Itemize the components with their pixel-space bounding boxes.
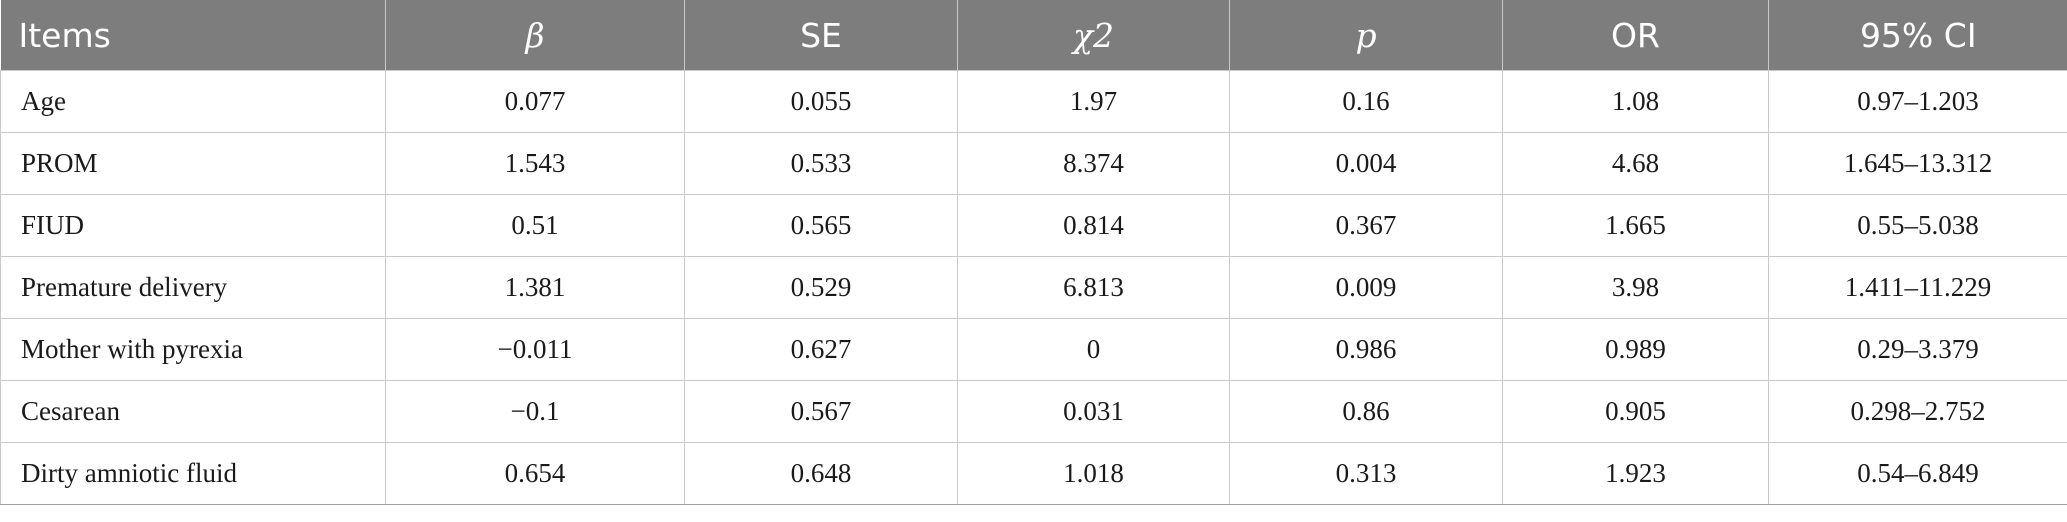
table-row: Age 0.077 0.055 1.97 0.16 1.08 0.97–1.20… bbox=[0, 70, 2067, 133]
cell-se: 0.567 bbox=[684, 380, 958, 443]
cell-p-value: 0.986 bbox=[1229, 318, 1503, 381]
table-row: Mother with pyrexia −0.011 0.627 0 0.986… bbox=[0, 318, 2067, 381]
cell-p-value: 0.009 bbox=[1229, 256, 1503, 319]
cell-chi-square: 0 bbox=[957, 318, 1230, 381]
cell-ci: 0.55–5.038 bbox=[1768, 194, 2067, 257]
header-items: Items bbox=[0, 0, 386, 71]
cell-p-value: 0.004 bbox=[1229, 132, 1503, 195]
cell-or: 0.905 bbox=[1502, 380, 1769, 443]
table-row: PROM 1.543 0.533 8.374 0.004 4.68 1.645–… bbox=[0, 132, 2067, 195]
cell-chi-square: 1.97 bbox=[957, 70, 1230, 133]
header-beta: β bbox=[385, 0, 685, 71]
cell-or: 1.665 bbox=[1502, 194, 1769, 257]
cell-ci: 1.645–13.312 bbox=[1768, 132, 2067, 195]
cell-item: Premature delivery bbox=[0, 256, 386, 319]
cell-chi-square: 1.018 bbox=[957, 442, 1230, 505]
cell-item: Age bbox=[0, 70, 386, 133]
cell-se: 0.627 bbox=[684, 318, 958, 381]
cell-p-value: 0.313 bbox=[1229, 442, 1503, 505]
cell-beta: 1.543 bbox=[385, 132, 685, 195]
cell-beta: 1.381 bbox=[385, 256, 685, 319]
table-row: Cesarean −0.1 0.567 0.031 0.86 0.905 0.2… bbox=[0, 380, 2067, 443]
results-table-container: Items β SE χ2 p OR 95% CI Age 0.077 0.05… bbox=[0, 0, 2067, 505]
cell-p-value: 0.86 bbox=[1229, 380, 1503, 443]
header-se: SE bbox=[684, 0, 958, 71]
header-or: OR bbox=[1502, 0, 1769, 71]
cell-ci: 0.97–1.203 bbox=[1768, 70, 2067, 133]
header-row: Items β SE χ2 p OR 95% CI bbox=[0, 0, 2067, 71]
cell-item: Dirty amniotic fluid bbox=[0, 442, 386, 505]
results-table: Items β SE χ2 p OR 95% CI Age 0.077 0.05… bbox=[0, 0, 2067, 505]
cell-or: 1.923 bbox=[1502, 442, 1769, 505]
cell-or: 3.98 bbox=[1502, 256, 1769, 319]
cell-ci: 0.54–6.849 bbox=[1768, 442, 2067, 505]
table-row: Premature delivery 1.381 0.529 6.813 0.0… bbox=[0, 256, 2067, 319]
cell-se: 0.055 bbox=[684, 70, 958, 133]
cell-beta: 0.077 bbox=[385, 70, 685, 133]
cell-or: 1.08 bbox=[1502, 70, 1769, 133]
header-ci: 95% CI bbox=[1768, 0, 2067, 71]
cell-se: 0.565 bbox=[684, 194, 958, 257]
cell-ci: 0.298–2.752 bbox=[1768, 380, 2067, 443]
cell-ci: 1.411–11.229 bbox=[1768, 256, 2067, 319]
cell-se: 0.529 bbox=[684, 256, 958, 319]
cell-or: 4.68 bbox=[1502, 132, 1769, 195]
cell-beta: −0.011 bbox=[385, 318, 685, 381]
cell-chi-square: 8.374 bbox=[957, 132, 1230, 195]
cell-item: FIUD bbox=[0, 194, 386, 257]
cell-beta: −0.1 bbox=[385, 380, 685, 443]
header-chi-square: χ2 bbox=[957, 0, 1230, 71]
cell-item: Mother with pyrexia bbox=[0, 318, 386, 381]
cell-p-value: 0.16 bbox=[1229, 70, 1503, 133]
cell-p-value: 0.367 bbox=[1229, 194, 1503, 257]
cell-item: Cesarean bbox=[0, 380, 386, 443]
cell-item: PROM bbox=[0, 132, 386, 195]
table-row: FIUD 0.51 0.565 0.814 0.367 1.665 0.55–5… bbox=[0, 194, 2067, 257]
cell-chi-square: 0.814 bbox=[957, 194, 1230, 257]
header-p-value: p bbox=[1229, 0, 1503, 71]
cell-se: 0.533 bbox=[684, 132, 958, 195]
cell-ci: 0.29–3.379 bbox=[1768, 318, 2067, 381]
cell-or: 0.989 bbox=[1502, 318, 1769, 381]
cell-se: 0.648 bbox=[684, 442, 958, 505]
table-row: Dirty amniotic fluid 0.654 0.648 1.018 0… bbox=[0, 442, 2067, 505]
cell-chi-square: 6.813 bbox=[957, 256, 1230, 319]
cell-chi-square: 0.031 bbox=[957, 380, 1230, 443]
cell-beta: 0.654 bbox=[385, 442, 685, 505]
cell-beta: 0.51 bbox=[385, 194, 685, 257]
